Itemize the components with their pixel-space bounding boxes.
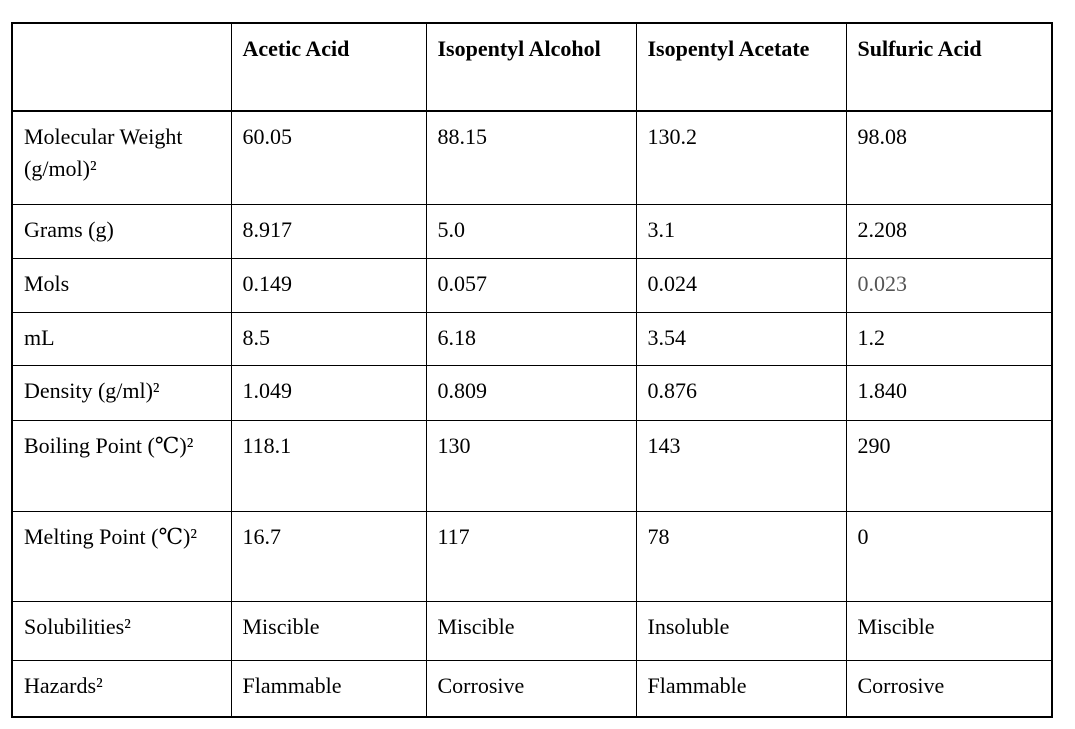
table-body: Molecular Weight (g/mol)² 60.05 88.15 13…	[11, 110, 1053, 718]
cell-value: 130.2	[635, 110, 847, 205]
row-label: Molecular Weight (g/mol)²	[11, 110, 232, 205]
cell-value: 0.876	[635, 364, 847, 421]
row-label: Hazards²	[11, 659, 232, 718]
cell-value: 5.0	[425, 203, 637, 259]
cell-value: 0.809	[425, 364, 637, 421]
cell-value: Insoluble	[635, 600, 847, 661]
header-row: Acetic Acid Isopentyl Alcohol Isopentyl …	[11, 22, 1053, 112]
column-header-isopentyl-acetate: Isopentyl Acetate	[635, 22, 847, 112]
table-row-mols: Mols 0.149 0.057 0.024 0.023	[11, 257, 1053, 313]
cell-value: 78	[635, 510, 847, 602]
table-row-hazards: Hazards² Flammable Corrosive Flammable C…	[11, 659, 1053, 718]
row-label: Solubilities²	[11, 600, 232, 661]
cell-value: Miscible	[845, 600, 1053, 661]
cell-value: Corrosive	[425, 659, 637, 718]
corner-cell	[11, 22, 232, 112]
row-label: Boiling Point (℃)²	[11, 419, 232, 512]
cell-value: 2.208	[845, 203, 1053, 259]
cell-value: 1.2	[845, 311, 1053, 366]
table-row-density: Density (g/ml)² 1.049 0.809 0.876 1.840	[11, 364, 1053, 421]
table-row-molecular-weight: Molecular Weight (g/mol)² 60.05 88.15 13…	[11, 110, 1053, 205]
row-label: Melting Point (℃)²	[11, 510, 232, 602]
cell-value: 16.7	[230, 510, 427, 602]
table-header: Acetic Acid Isopentyl Alcohol Isopentyl …	[11, 22, 1053, 112]
table-row-solubilities: Solubilities² Miscible Miscible Insolubl…	[11, 600, 1053, 661]
cell-value: 8.5	[230, 311, 427, 366]
table-row-melting-point: Melting Point (℃)² 16.7 117 78 0	[11, 510, 1053, 602]
cell-value: 118.1	[230, 419, 427, 512]
cell-value: 1.840	[845, 364, 1053, 421]
cell-value: 130	[425, 419, 637, 512]
table-row-ml: mL 8.5 6.18 3.54 1.2	[11, 311, 1053, 366]
cell-value: 0.057	[425, 257, 637, 313]
table-row-boiling-point: Boiling Point (℃)² 118.1 130 143 290	[11, 419, 1053, 512]
cell-value-muted: 0.023	[845, 257, 1053, 313]
cell-value: 0	[845, 510, 1053, 602]
cell-value: 0.024	[635, 257, 847, 313]
column-header-sulfuric-acid: Sulfuric Acid	[845, 22, 1053, 112]
column-header-isopentyl-alcohol: Isopentyl Alcohol	[425, 22, 637, 112]
cell-value: 0.149	[230, 257, 427, 313]
cell-value: 88.15	[425, 110, 637, 205]
cell-value: Miscible	[230, 600, 427, 661]
column-header-acetic-acid: Acetic Acid	[230, 22, 427, 112]
cell-value: 3.54	[635, 311, 847, 366]
cell-value: 8.917	[230, 203, 427, 259]
cell-value: 143	[635, 419, 847, 512]
cell-value: 98.08	[845, 110, 1053, 205]
cell-value: 1.049	[230, 364, 427, 421]
row-label: mL	[11, 311, 232, 366]
row-label: Grams (g)	[11, 203, 232, 259]
cell-value: 60.05	[230, 110, 427, 205]
cell-value: Flammable	[230, 659, 427, 718]
cell-value: 6.18	[425, 311, 637, 366]
row-label: Mols	[11, 257, 232, 313]
cell-value: 290	[845, 419, 1053, 512]
cell-value: Miscible	[425, 600, 637, 661]
cell-value: Corrosive	[845, 659, 1053, 718]
table-row-grams: Grams (g) 8.917 5.0 3.1 2.208	[11, 203, 1053, 259]
cell-value: 117	[425, 510, 637, 602]
chemical-properties-table: Acetic Acid Isopentyl Alcohol Isopentyl …	[11, 22, 1053, 718]
row-label: Density (g/ml)²	[11, 364, 232, 421]
cell-value: 3.1	[635, 203, 847, 259]
cell-value: Flammable	[635, 659, 847, 718]
